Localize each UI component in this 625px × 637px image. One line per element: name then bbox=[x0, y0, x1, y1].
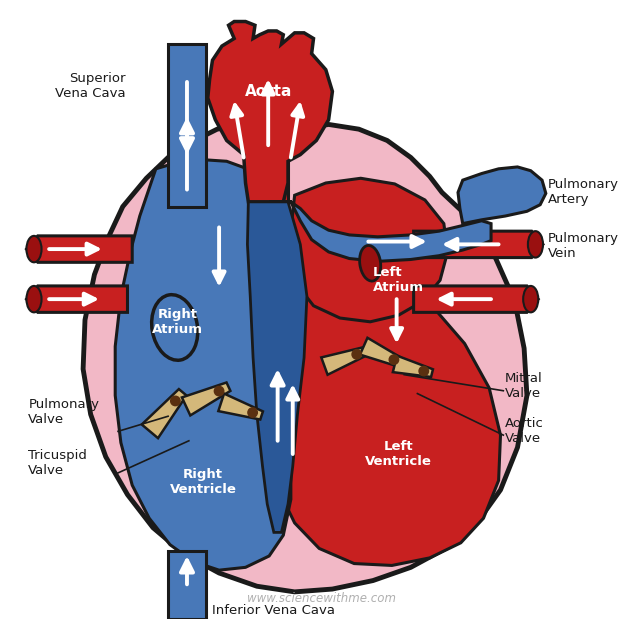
Polygon shape bbox=[458, 167, 546, 224]
Text: Pulmonary
Artery: Pulmonary Artery bbox=[548, 178, 619, 206]
Text: Left
Atrium: Left Atrium bbox=[373, 266, 424, 294]
Polygon shape bbox=[218, 394, 263, 420]
Ellipse shape bbox=[523, 286, 538, 312]
Polygon shape bbox=[248, 202, 307, 533]
Polygon shape bbox=[182, 382, 231, 415]
Circle shape bbox=[352, 350, 361, 359]
Text: Right
Atrium: Right Atrium bbox=[152, 308, 203, 336]
Text: Aortic
Valve: Aortic Valve bbox=[505, 417, 544, 445]
Text: www.sciencewithme.com: www.sciencewithme.com bbox=[247, 592, 396, 605]
Polygon shape bbox=[115, 159, 291, 570]
Circle shape bbox=[419, 366, 429, 376]
Polygon shape bbox=[168, 551, 206, 619]
Circle shape bbox=[389, 355, 399, 364]
Text: Left
Ventricle: Left Ventricle bbox=[365, 440, 432, 468]
Polygon shape bbox=[360, 338, 404, 368]
Circle shape bbox=[214, 387, 224, 396]
Polygon shape bbox=[248, 44, 288, 206]
Text: Aorta: Aorta bbox=[244, 84, 292, 99]
Polygon shape bbox=[83, 124, 527, 592]
Polygon shape bbox=[269, 202, 491, 261]
Polygon shape bbox=[26, 236, 132, 262]
Polygon shape bbox=[142, 389, 186, 438]
Polygon shape bbox=[393, 355, 433, 377]
Ellipse shape bbox=[26, 286, 41, 312]
Text: Mitral
Valve: Mitral Valve bbox=[505, 372, 543, 400]
Ellipse shape bbox=[26, 236, 41, 262]
Ellipse shape bbox=[528, 231, 543, 257]
Polygon shape bbox=[168, 44, 206, 206]
Polygon shape bbox=[414, 231, 543, 257]
Ellipse shape bbox=[359, 245, 381, 281]
Circle shape bbox=[171, 396, 180, 406]
Text: Right
Ventricle: Right Ventricle bbox=[169, 468, 236, 496]
Text: Inferior Vena Cava: Inferior Vena Cava bbox=[213, 605, 336, 617]
Polygon shape bbox=[26, 286, 127, 312]
Text: Superior
Vena Cava: Superior Vena Cava bbox=[55, 72, 126, 100]
Polygon shape bbox=[321, 347, 368, 375]
Polygon shape bbox=[208, 22, 332, 202]
Text: Pulmonary
Valve: Pulmonary Valve bbox=[28, 399, 99, 426]
Polygon shape bbox=[291, 178, 448, 322]
Text: Pulmonary
Vein: Pulmonary Vein bbox=[548, 233, 619, 261]
Text: Tricuspid
Valve: Tricuspid Valve bbox=[28, 450, 88, 478]
Polygon shape bbox=[414, 286, 538, 312]
Circle shape bbox=[248, 408, 258, 417]
Polygon shape bbox=[270, 280, 501, 566]
